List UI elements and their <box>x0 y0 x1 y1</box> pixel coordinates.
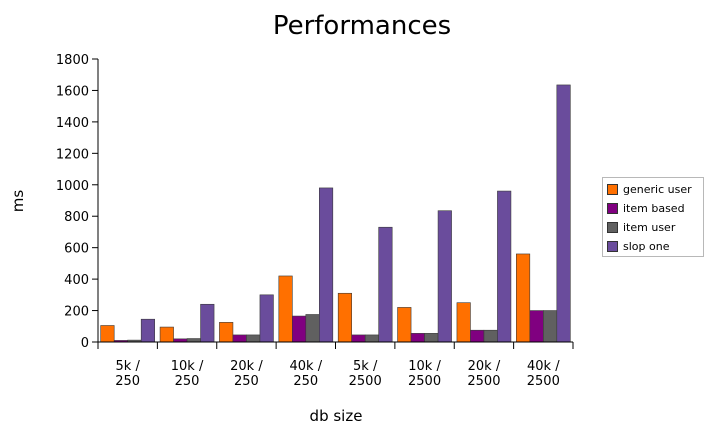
bar-item-based <box>351 334 366 343</box>
bar-item-based <box>292 315 307 343</box>
legend-item: generic user <box>607 180 699 199</box>
y-tick-label: 1000 <box>56 179 89 194</box>
x-tick-label: 20k /250 <box>230 359 263 389</box>
legend-label: item user <box>623 221 676 234</box>
y-axis: 0 200 400 600 800 1000 1200 1400 1600 1800 <box>56 53 98 351</box>
y-tick-label: 0 <box>81 336 89 351</box>
legend-swatch <box>607 241 618 252</box>
x-axis: 5k /250 10k /250 20k /250 40k /250 5k /2500 1… <box>97 342 574 389</box>
bar-item-based <box>410 333 425 343</box>
bar-item-user <box>543 310 558 343</box>
y-tick-label: 400 <box>64 273 89 288</box>
bar-item-user <box>186 338 201 343</box>
legend-swatch <box>607 184 618 195</box>
x-tick-label: 40k /250 <box>290 359 323 389</box>
x-tick-label: 10k /250 <box>171 359 204 389</box>
bar-item-based <box>232 334 247 343</box>
bar-item-user <box>424 333 439 343</box>
bar-slop-one <box>556 84 571 343</box>
x-tick-label: 5k /250 <box>115 359 140 389</box>
y-tick-label: 1200 <box>56 147 89 162</box>
y-tick-label: 200 <box>64 305 89 320</box>
x-tick-label: 5k /2500 <box>349 359 382 389</box>
chart-title: Performances <box>273 11 451 41</box>
y-tick-label: 1800 <box>56 53 89 68</box>
y-tick-label: 800 <box>64 210 89 225</box>
legend-item: slop one <box>607 237 699 256</box>
bar-generic-user <box>456 302 471 343</box>
bar-item-user <box>483 329 498 343</box>
y-tick-label: 1600 <box>56 84 89 99</box>
legend-item: item user <box>607 218 699 237</box>
bar-generic-user <box>337 292 352 343</box>
y-axis-label: ms <box>9 190 27 213</box>
legend-label: generic user <box>623 183 692 196</box>
x-tick-label: 20k /2500 <box>467 359 500 389</box>
bar-item-user <box>305 314 320 343</box>
bar-item-based <box>470 329 485 343</box>
bar-generic-user <box>516 253 531 343</box>
legend-swatch <box>607 222 618 233</box>
bar-slop-one <box>378 226 393 343</box>
x-tick-label: 10k /2500 <box>408 359 441 389</box>
legend: generic user item based item user slop one <box>602 177 704 257</box>
x-axis-label: db size <box>310 407 363 425</box>
legend-label: item based <box>623 202 685 215</box>
bar-generic-user <box>278 275 293 343</box>
legend-swatch <box>607 203 618 214</box>
bar-slop-one <box>140 318 155 343</box>
bar-item-user <box>246 334 261 343</box>
bars <box>100 84 571 343</box>
bar-item-based <box>529 310 544 343</box>
legend-label: slop one <box>623 240 670 253</box>
legend-item: item based <box>607 199 699 218</box>
bar-item-user <box>364 334 379 343</box>
bar-generic-user <box>159 326 174 343</box>
bar-slop-one <box>259 294 274 343</box>
bar-slop-one <box>200 303 215 343</box>
bar-slop-one <box>437 210 452 343</box>
x-tick-label: 40k /2500 <box>527 359 560 389</box>
bar-generic-user <box>100 325 115 343</box>
bar-generic-user <box>219 322 234 343</box>
bar-slop-one <box>319 187 334 343</box>
bar-generic-user <box>397 307 412 343</box>
bar-slop-one <box>497 190 512 343</box>
y-tick-label: 600 <box>64 242 89 257</box>
y-tick-label: 1400 <box>56 116 89 131</box>
